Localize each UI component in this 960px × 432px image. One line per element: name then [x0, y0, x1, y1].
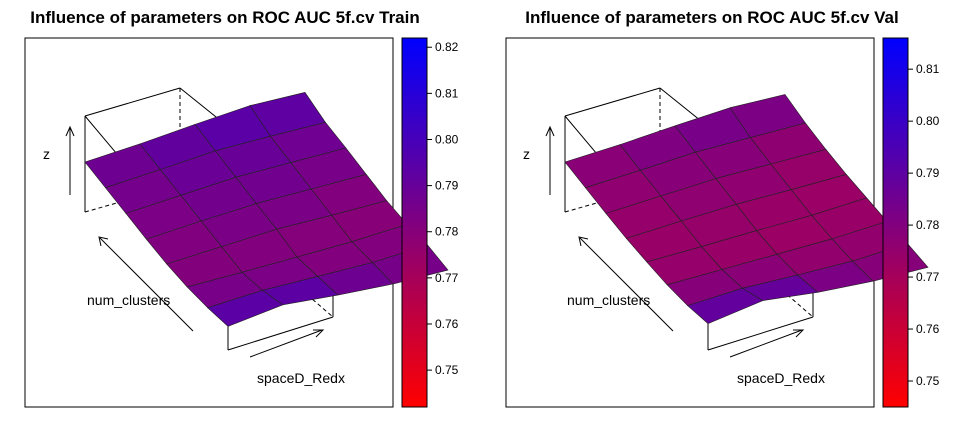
panel-val: Influence of parameters on ROC AUC 5f.cv…: [505, 8, 940, 408]
colorbar-ticks: 0.75 0.76 0.77 0.78 0.79 0.80 0.81: [908, 62, 940, 388]
x-axis-label: num_clusters: [87, 292, 170, 308]
z-axis-arrow: [545, 125, 555, 195]
surface-mesh: [84, 92, 449, 327]
y-axis-label: spaceD_Redx: [737, 370, 825, 386]
colorbar-tick-label: 0.80: [916, 114, 940, 128]
colorbar-tick-label: 0.81: [916, 62, 940, 76]
z-axis-label: z: [523, 146, 530, 162]
colorbar-tick-label: 0.77: [916, 270, 940, 284]
colorbar-tick-label: 0.76: [916, 322, 940, 336]
z-axis-arrow: [65, 125, 75, 195]
chart-title: Influence of parameters on ROC AUC 5f.cv…: [525, 8, 898, 27]
colorbar-tick-label: 0.76: [435, 317, 459, 331]
chart-title: Influence of parameters on ROC AUC 5f.cv…: [30, 8, 420, 27]
box-edge: [227, 316, 334, 351]
x-axis-arrow: [578, 236, 674, 332]
colorbar: [882, 37, 909, 408]
colorbar-tick-label: 0.80: [435, 132, 459, 146]
box-edge: [84, 87, 181, 117]
colorbar-tick-label: 0.82: [435, 40, 459, 54]
colorbar-ticks: 0.75 0.76 0.77 0.78 0.79 0.80 0.81 0.82: [427, 40, 459, 377]
z-axis-label: z: [43, 146, 50, 162]
colorbar-tick-label: 0.79: [435, 179, 459, 193]
colorbar-tick-label: 0.77: [435, 271, 459, 285]
x-axis-label: num_clusters: [567, 292, 650, 308]
colorbar-tick-label: 0.75: [435, 363, 459, 377]
y-axis-arrow: [249, 329, 325, 358]
colorbar-tick-label: 0.75: [916, 374, 940, 388]
box-edge: [564, 87, 661, 117]
box-edge: [707, 316, 814, 351]
colorbar-tick-label: 0.78: [435, 225, 459, 239]
surface-mesh: [564, 94, 929, 324]
colorbar: [401, 37, 428, 408]
x-axis-arrow: [98, 236, 194, 332]
colorbar-tick-label: 0.79: [916, 166, 940, 180]
colorbar-tick-label: 0.78: [916, 218, 940, 232]
colorbar-tick-label: 0.81: [435, 86, 459, 100]
y-axis-label: spaceD_Redx: [257, 370, 345, 386]
panel-train: Influence of parameters on ROC AUC 5f.cv…: [24, 8, 459, 408]
y-axis-arrow: [729, 329, 805, 358]
